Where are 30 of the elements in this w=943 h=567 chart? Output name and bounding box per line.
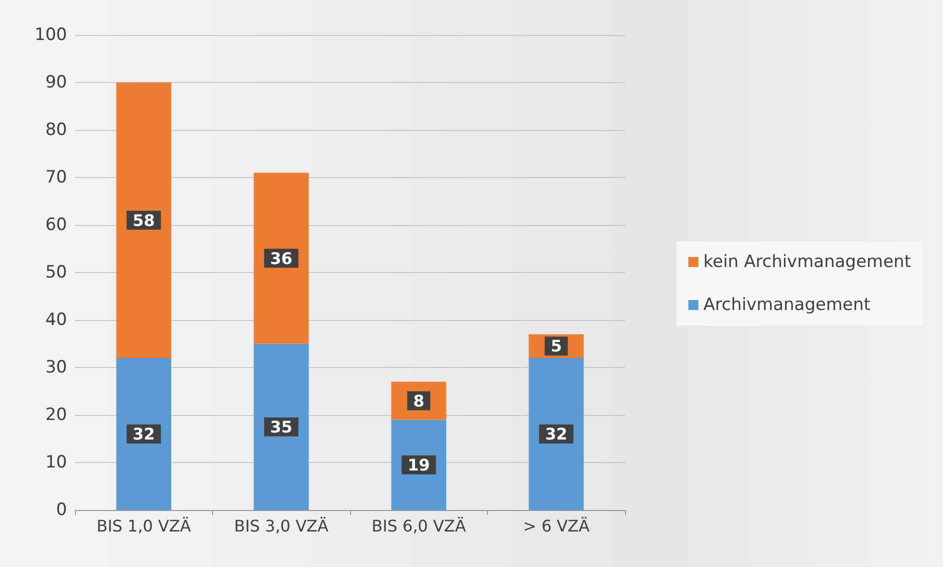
data-label: 5 bbox=[550, 336, 562, 356]
x-tick-label: BIS 1,0 VZÄ bbox=[96, 516, 191, 536]
bar bbox=[116, 82, 172, 358]
y-tick-label: 20 bbox=[45, 405, 67, 425]
legend-label: kein Archivmanagement bbox=[703, 252, 912, 272]
x-tick-label: BIS 6,0 VZÄ bbox=[372, 516, 466, 536]
y-tick-label: 60 bbox=[45, 215, 67, 235]
bar bbox=[528, 358, 584, 510]
data-label: 36 bbox=[270, 248, 292, 268]
y-tick-label: 50 bbox=[45, 262, 67, 282]
y-tick-label: 0 bbox=[56, 500, 67, 520]
y-tick-label: 30 bbox=[45, 358, 67, 378]
data-label: 35 bbox=[270, 417, 292, 436]
y-tick-label: 10 bbox=[45, 452, 67, 472]
data-label: 8 bbox=[413, 391, 424, 410]
data-label: 19 bbox=[408, 455, 430, 474]
bar bbox=[116, 358, 172, 510]
y-tick-label: 100 bbox=[34, 25, 67, 45]
y-tick-label: 70 bbox=[45, 168, 67, 188]
data-label: 58 bbox=[132, 210, 155, 230]
y-tick-label: 80 bbox=[45, 120, 67, 140]
x-tick-label: BIS 3,0 VZÄ bbox=[234, 516, 328, 536]
bar bbox=[254, 172, 309, 344]
y-tick-label: 90 bbox=[45, 72, 67, 92]
legend-label: Archivmanagement bbox=[703, 295, 871, 315]
y-tick-label: 40 bbox=[45, 310, 67, 330]
bar bbox=[254, 344, 309, 510]
x-tick-label: > 6 VZÄ bbox=[522, 516, 590, 536]
data-label: 32 bbox=[132, 424, 155, 444]
data-label: 32 bbox=[545, 424, 568, 444]
